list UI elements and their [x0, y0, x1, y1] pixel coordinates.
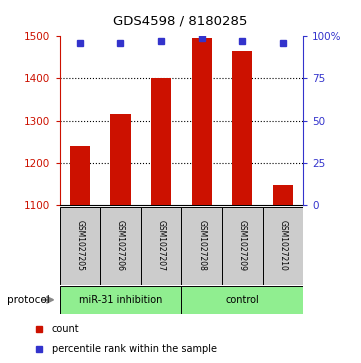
Bar	[70, 146, 90, 205]
Bar	[222, 207, 263, 285]
Bar	[192, 37, 212, 205]
Bar	[182, 286, 303, 314]
Text: GSM1027210: GSM1027210	[278, 220, 287, 272]
Text: GSM1027206: GSM1027206	[116, 220, 125, 272]
Text: control: control	[226, 295, 259, 305]
Bar	[263, 207, 303, 285]
Bar	[141, 207, 181, 285]
Text: count: count	[52, 325, 79, 334]
Text: GSM1027207: GSM1027207	[157, 220, 166, 272]
Text: GSM1027208: GSM1027208	[197, 220, 206, 272]
Text: miR-31 inhibition: miR-31 inhibition	[79, 295, 162, 305]
Text: protocol: protocol	[7, 295, 50, 305]
Bar	[60, 286, 182, 314]
Bar	[151, 78, 171, 205]
Bar	[60, 207, 100, 285]
Bar	[100, 207, 141, 285]
Bar	[273, 185, 293, 205]
Bar	[182, 207, 222, 285]
Bar	[110, 114, 131, 205]
Text: GDS4598 / 8180285: GDS4598 / 8180285	[113, 15, 248, 28]
Bar	[232, 51, 252, 205]
Text: percentile rank within the sample: percentile rank within the sample	[52, 344, 217, 354]
Text: GSM1027205: GSM1027205	[75, 220, 84, 272]
Text: GSM1027209: GSM1027209	[238, 220, 247, 272]
